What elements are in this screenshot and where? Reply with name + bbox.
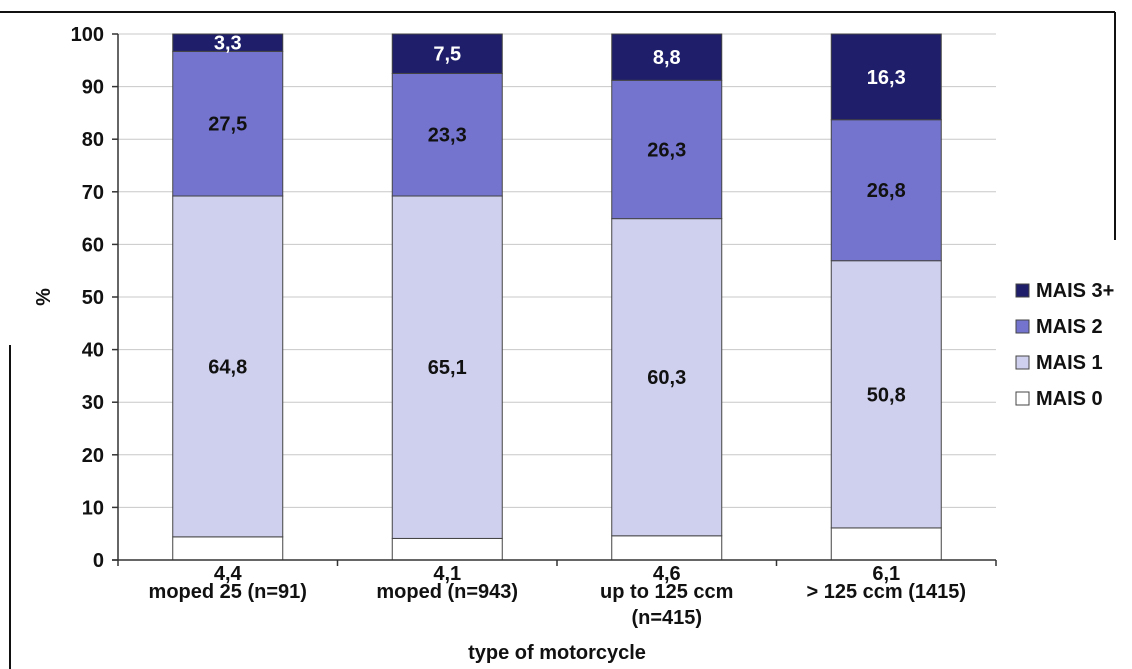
x-tick-label: up to 125 ccm	[600, 581, 733, 603]
bar-segment-mais-1	[611, 218, 723, 537]
data-label: 3,3	[214, 33, 242, 55]
axes: 0 10 20 30 40 50 60 70 80 90 100 moped 25 (n=91) mop…	[71, 24, 997, 629]
data-label: 60,3	[647, 367, 686, 389]
x-tick-label: > 125 ccm (1415)	[806, 581, 966, 603]
legend-entry: MAIS 0	[1036, 388, 1103, 410]
y-tick-label: 10	[82, 497, 104, 519]
data-label: 27,5	[208, 114, 247, 136]
y-tick-label: 60	[82, 234, 104, 256]
bar-segment-mais-1	[172, 195, 284, 538]
y-tick-label: 20	[82, 445, 104, 467]
data-label: 26,3	[647, 139, 686, 161]
data-label: 16,3	[867, 67, 906, 89]
y-tick-label: 100	[71, 24, 104, 46]
x-tick-label: (n=415)	[631, 607, 702, 629]
bar-segment-mais-3-	[172, 33, 284, 52]
bar-segment-mais-1	[391, 195, 503, 539]
bar-segment-mais-3-	[611, 33, 723, 81]
y-tick-label: 80	[82, 129, 104, 151]
legend: MAIS 3+ MAIS 2 MAIS 1 MAIS 0	[1015, 280, 1114, 410]
bar-segment-mais-2	[611, 79, 723, 220]
data-label: 50,8	[867, 384, 906, 406]
bar-segment-mais-0	[391, 537, 503, 561]
bar-segment-mais-0	[172, 536, 284, 561]
y-tick-label: 30	[82, 392, 104, 414]
data-label: 8,8	[653, 47, 681, 69]
y-tick-label: 0	[93, 550, 104, 572]
y-tick-label: 50	[82, 287, 104, 309]
data-label: 26,8	[867, 180, 906, 202]
data-label: 4,4	[214, 563, 243, 585]
bar-segment-mais-2	[391, 72, 503, 197]
legend-swatch	[1015, 391, 1030, 406]
data-label: 23,3	[428, 125, 467, 147]
x-axis-title: type of motorcycle	[468, 642, 646, 664]
y-axis-title: %	[33, 288, 55, 306]
bar-segment-mais-0	[830, 527, 942, 561]
legend-entry: MAIS 1	[1036, 352, 1103, 374]
y-tick-label: 90	[82, 77, 104, 99]
legend-entry: MAIS 3+	[1036, 280, 1114, 302]
bar-segment-mais-3-	[830, 33, 942, 121]
y-tick-label: 70	[82, 182, 104, 204]
bar-segment-mais-0	[611, 535, 723, 561]
data-label: 6,1	[872, 563, 900, 585]
data-label: 64,8	[208, 356, 247, 378]
legend-swatch	[1015, 319, 1030, 334]
bar-segment-mais-2	[830, 119, 942, 262]
bar-segment-mais-1	[830, 260, 942, 529]
data-label: 4,6	[653, 563, 681, 585]
data-label: 65,1	[428, 357, 467, 379]
y-tick-label: 40	[82, 340, 104, 362]
data-label: 7,5	[433, 44, 461, 66]
bars: 4,4 64,8 27,5 3,3 4,1 65,1 23,3 7,5 4,6 60,3 26,3 8…	[172, 33, 942, 585]
x-tick-label: moped (n=943)	[376, 581, 518, 603]
bar-segment-mais-3-	[391, 33, 503, 74]
legend-swatch	[1015, 355, 1030, 370]
x-tick-label: moped 25 (n=91)	[149, 581, 307, 603]
legend-entry: MAIS 2	[1036, 316, 1103, 338]
data-label: 4,1	[433, 563, 461, 585]
legend-swatch	[1015, 283, 1030, 298]
bar-segment-mais-2	[172, 50, 284, 197]
